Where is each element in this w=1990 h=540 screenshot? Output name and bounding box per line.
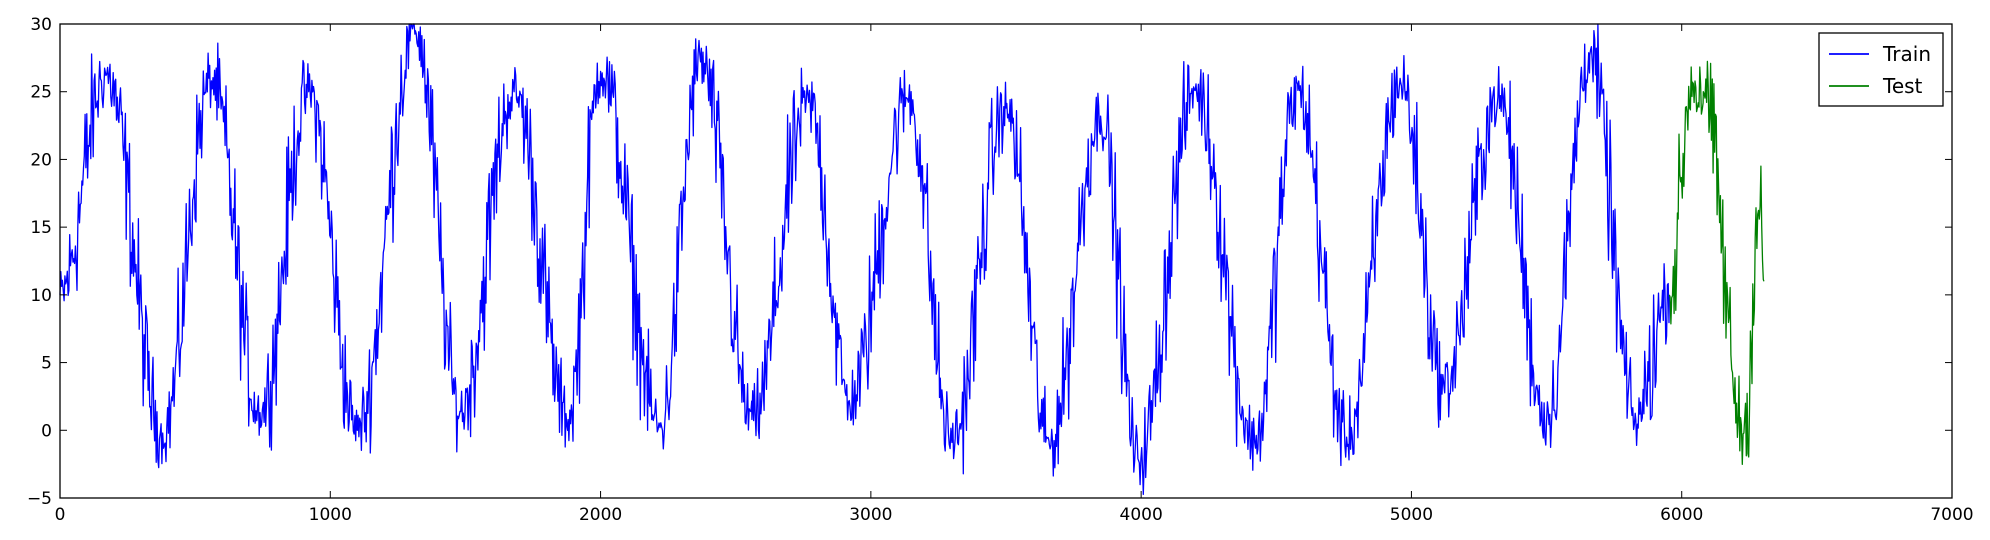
x-tick-label: 4000 (1120, 505, 1163, 525)
legend-box (1818, 32, 1944, 107)
legend: Train Test (1818, 32, 1944, 107)
x-tick-label: 7000 (1930, 505, 1973, 525)
x-tick-label: 3000 (849, 505, 892, 525)
y-tick-label: 15 (30, 218, 52, 238)
y-tick-label: 10 (30, 286, 52, 306)
plot-frame (59, 23, 1953, 499)
x-tick-label: 0 (55, 505, 66, 525)
y-tick-label: 30 (30, 15, 52, 35)
y-tick-label: 5 (41, 354, 52, 374)
y-tick-label: 0 (41, 421, 52, 441)
series-line-test (1668, 60, 1765, 466)
legend-label-train: Train (1882, 42, 1931, 66)
x-tick-label: 2000 (579, 505, 622, 525)
x-tick-label: 1000 (309, 505, 352, 525)
series-lines (59, 23, 1765, 496)
y-tick-label: 25 (30, 83, 52, 103)
y-tick-label: 20 (30, 150, 52, 170)
series-line-train (59, 23, 1670, 496)
axis-ticks: 0 1000 2000 3000 4000 5000 6000 7000−5051015202… (27, 15, 1974, 525)
x-tick-label: 6000 (1660, 505, 1703, 525)
x-tick-label: 5000 (1390, 505, 1433, 525)
y-tick-label: −5 (27, 489, 52, 509)
legend-label-test: Test (1882, 74, 1923, 98)
